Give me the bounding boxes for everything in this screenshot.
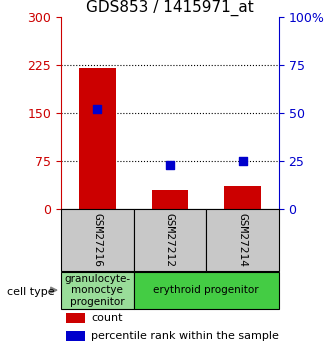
Bar: [134, 272, 279, 309]
Point: [167, 162, 173, 167]
Text: erythroid progenitor: erythroid progenitor: [153, 285, 259, 295]
Bar: [61, 209, 134, 271]
Text: GSM27214: GSM27214: [238, 213, 248, 267]
Bar: [152, 189, 188, 209]
Text: GSM27212: GSM27212: [165, 213, 175, 267]
Point: [95, 106, 100, 112]
Bar: [66, 313, 85, 323]
Bar: [61, 272, 134, 309]
Point: [240, 158, 245, 164]
Text: granulocyte-
monoctye
progenitor: granulocyte- monoctye progenitor: [64, 274, 130, 307]
Bar: [134, 209, 206, 271]
Text: percentile rank within the sample: percentile rank within the sample: [91, 331, 279, 341]
Text: GSM27216: GSM27216: [92, 213, 102, 267]
Bar: [66, 331, 85, 341]
Bar: [206, 209, 279, 271]
Bar: [224, 186, 261, 209]
Title: GDS853 / 1415971_at: GDS853 / 1415971_at: [86, 0, 254, 16]
Bar: [79, 68, 116, 209]
Text: count: count: [91, 313, 123, 323]
Text: cell type: cell type: [7, 287, 54, 296]
